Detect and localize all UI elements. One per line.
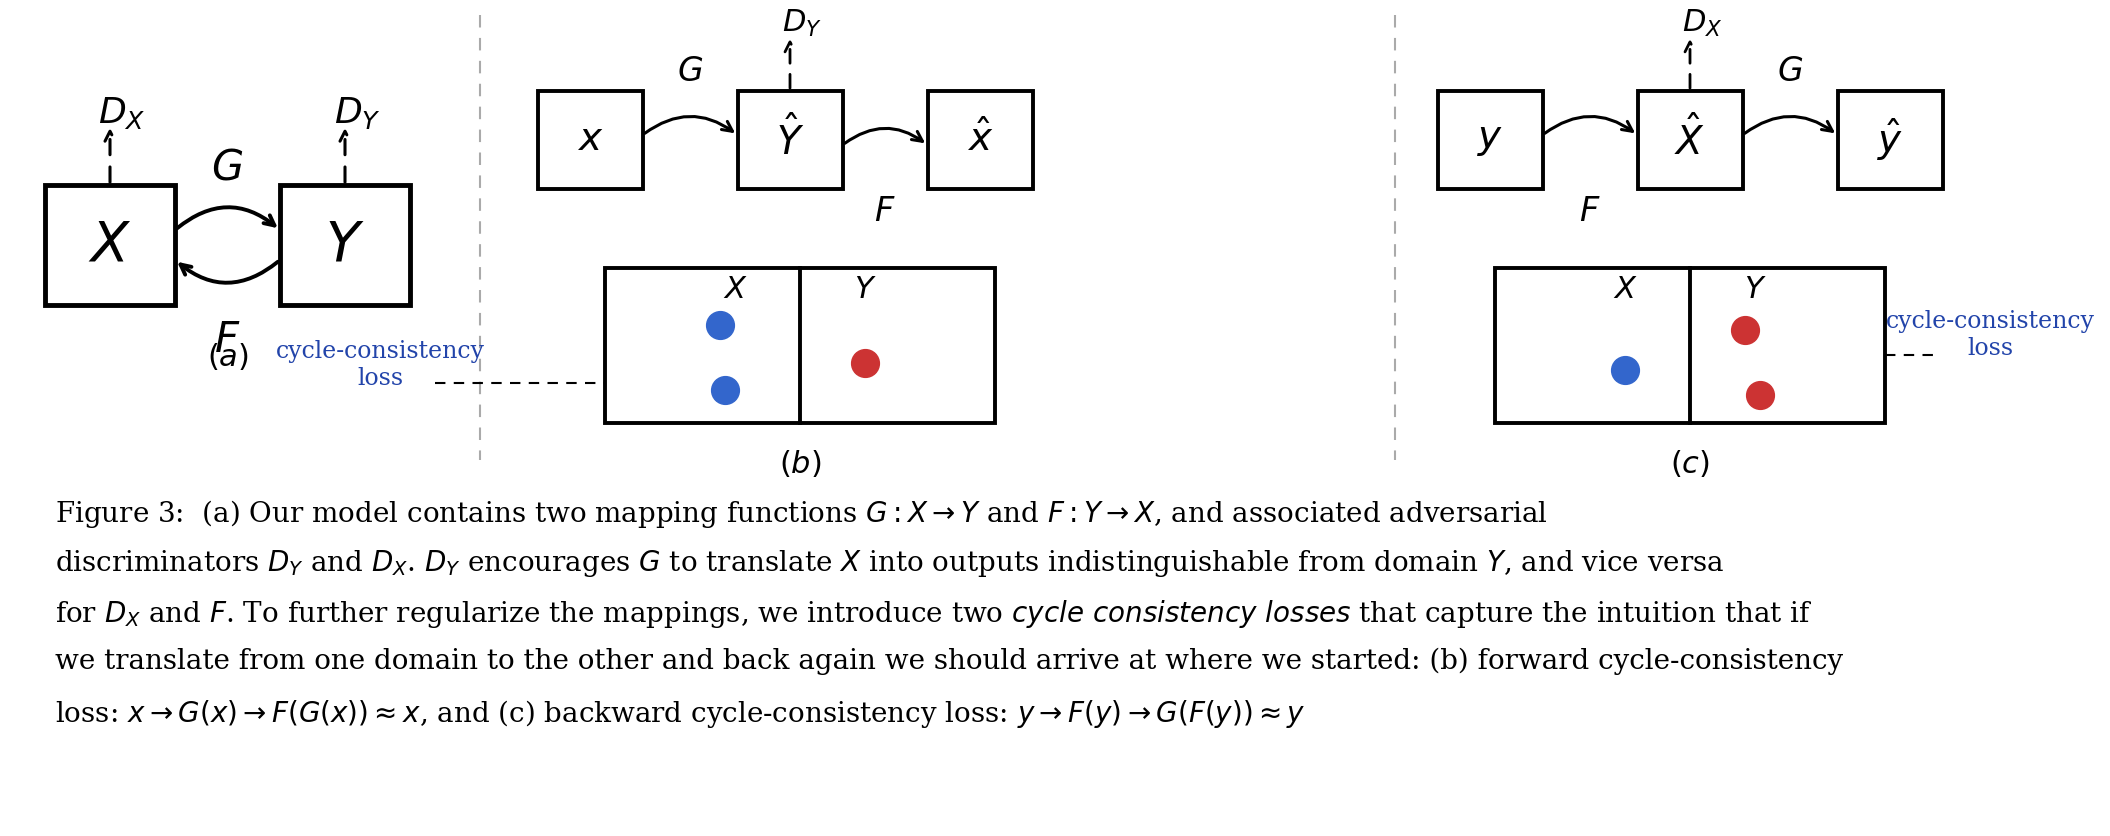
Text: $G$: $G$ [211, 146, 243, 188]
Bar [1838, 91, 1943, 189]
Bar [1496, 268, 1884, 422]
Text: for $D_X$ and $F$. To further regularize the mappings, we introduce two $\it{cyc: for $D_X$ and $F$. To further regularize… [55, 598, 1812, 630]
Text: $\hat{Y}$: $\hat{Y}$ [776, 116, 804, 163]
Text: $F$: $F$ [1578, 196, 1601, 228]
Bar [538, 91, 644, 189]
Text: $F$: $F$ [215, 319, 241, 361]
Text: $D_X$: $D_X$ [1682, 8, 1722, 38]
Bar [44, 185, 175, 305]
Text: $F$: $F$ [874, 196, 897, 228]
Text: $(c)$: $(c)$ [1669, 449, 1709, 480]
Text: $Y$: $Y$ [855, 274, 876, 305]
Bar [738, 91, 842, 189]
Text: discriminators $D_Y$ and $D_X$. $D_Y$ encourages $G$ to translate $X$ into outpu: discriminators $D_Y$ and $D_X$. $D_Y$ en… [55, 548, 1724, 579]
Text: $D_Y$: $D_Y$ [783, 8, 823, 38]
Text: $y$: $y$ [1477, 121, 1502, 159]
Text: $\hat{y}$: $\hat{y}$ [1876, 116, 1903, 163]
Text: $Y$: $Y$ [1743, 274, 1766, 305]
Text: cycle-consistency
loss: cycle-consistency loss [1886, 310, 2095, 359]
Text: loss: $x \rightarrow G(x) \rightarrow F(G(x)) \approx x$, and (c) backward cycle: loss: $x \rightarrow G(x) \rightarrow F(… [55, 698, 1306, 730]
Text: $D_X$: $D_X$ [99, 95, 146, 131]
Bar [1637, 91, 1743, 189]
Bar [281, 185, 409, 305]
Text: cycle-consistency
loss: cycle-consistency loss [276, 340, 485, 390]
Text: $X$: $X$ [89, 217, 131, 273]
Bar [1437, 91, 1542, 189]
Text: $G$: $G$ [1777, 56, 1804, 88]
Text: $D_Y$: $D_Y$ [333, 95, 380, 131]
Text: $\hat{x}$: $\hat{x}$ [966, 120, 994, 160]
Text: $\hat{X}$: $\hat{X}$ [1675, 116, 1705, 163]
Text: $X$: $X$ [1612, 274, 1637, 305]
Text: $(a)$: $(a)$ [207, 341, 249, 373]
Text: $(b)$: $(b)$ [779, 449, 821, 480]
Text: $x$: $x$ [576, 121, 603, 159]
Text: $X$: $X$ [722, 274, 747, 305]
Text: $G$: $G$ [677, 56, 703, 88]
Text: we translate from one domain to the other and back again we should arrive at whe: we translate from one domain to the othe… [55, 648, 1844, 675]
Text: Figure 3:  (a) Our model contains two mapping functions $G : X \rightarrow Y$ an: Figure 3: (a) Our model contains two map… [55, 498, 1549, 530]
Text: $Y$: $Y$ [325, 217, 365, 273]
Bar [928, 91, 1032, 189]
Bar [606, 268, 996, 422]
